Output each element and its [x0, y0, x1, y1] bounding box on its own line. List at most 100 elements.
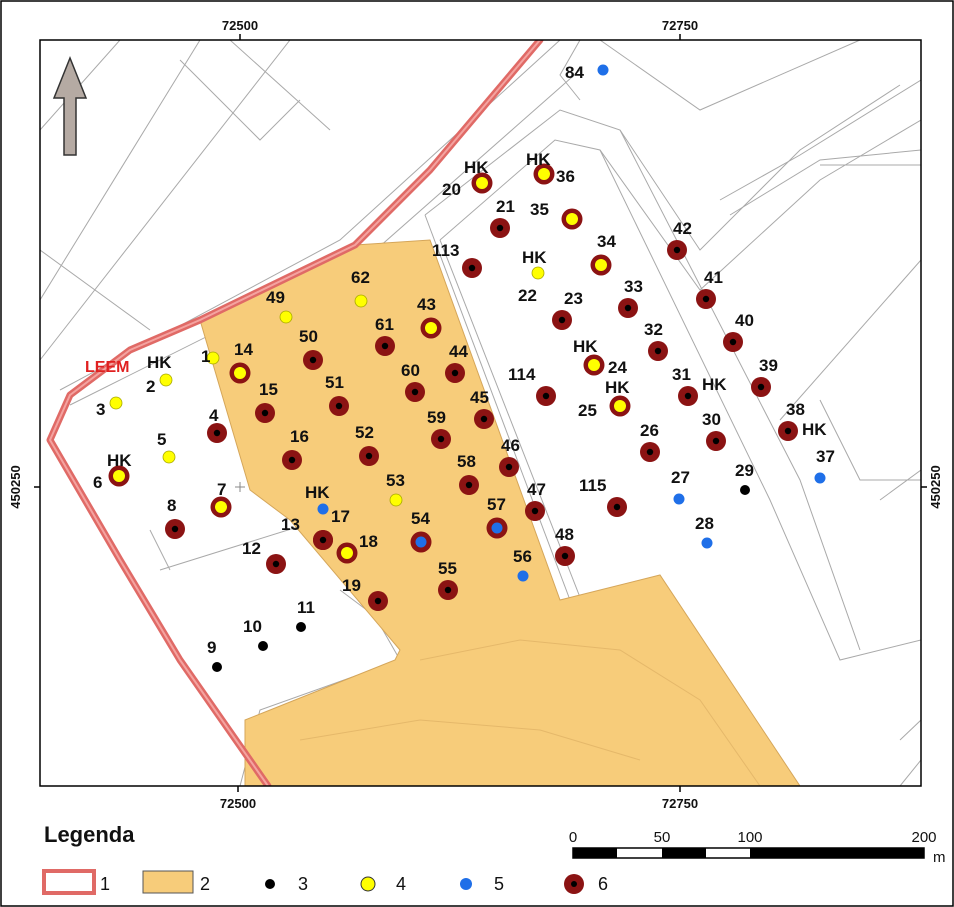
hk-label: HK	[107, 451, 132, 470]
well-label: 2	[146, 377, 155, 396]
well-point-blue	[597, 64, 609, 76]
hk-label: HK	[802, 420, 827, 439]
well-point-yellow-core	[476, 177, 488, 189]
legend-symbol-2	[142, 870, 194, 894]
well-label: 39	[759, 356, 778, 375]
well-label: 40	[735, 311, 754, 330]
well-point-core	[505, 463, 513, 471]
well-label: 32	[644, 320, 663, 339]
well-label: 44	[449, 342, 468, 361]
well-point-core	[319, 536, 327, 544]
well-point-yellow-core	[234, 367, 246, 379]
well-label: 20	[442, 180, 461, 199]
well-label: 1	[201, 347, 210, 366]
legend-label-1: 1	[100, 874, 110, 894]
well-point-core	[712, 437, 720, 445]
well-point-core	[757, 383, 765, 391]
scale-tick-50: 50	[654, 829, 671, 846]
well-point-yellow	[109, 396, 123, 410]
well-point-blue	[317, 503, 329, 515]
well-label: 12	[242, 539, 261, 558]
well-label: 47	[527, 480, 546, 499]
well-point-blue	[701, 537, 713, 549]
coord-left: 450250	[8, 465, 23, 508]
well-point-core	[451, 369, 459, 377]
well-label: 16	[290, 427, 309, 446]
well-label: 50	[299, 327, 318, 346]
well-point-core	[468, 264, 476, 272]
hk-label: HK	[305, 483, 330, 502]
well-label: 46	[501, 436, 520, 455]
well-label: 21	[496, 197, 515, 216]
well-point-core	[335, 402, 343, 410]
well-label: 57	[487, 495, 506, 514]
well-point-core	[496, 224, 504, 232]
well-label: 56	[513, 547, 532, 566]
well-label: 52	[355, 423, 374, 442]
well-label: 38	[786, 400, 805, 419]
well-label: 13	[281, 515, 300, 534]
well-label: 23	[564, 289, 583, 308]
hk-label: HK	[573, 337, 598, 356]
well-point-core	[213, 429, 221, 437]
well-point-core	[288, 456, 296, 464]
well-point-yellow-core	[538, 168, 550, 180]
well-point-blue	[814, 472, 826, 484]
hk-labels: LEEM HK HK HK HK HK HK HK HK HK HK	[85, 150, 827, 502]
legend-label-3: 3	[298, 874, 308, 894]
hk-label: HK	[605, 378, 630, 397]
well-label: 53	[386, 471, 405, 490]
well-point-core	[784, 427, 792, 435]
well-point-blue-core	[415, 536, 427, 548]
well-point-core	[654, 347, 662, 355]
well-point-core	[558, 316, 566, 324]
coord-bottom-1: 72500	[220, 796, 256, 811]
well-point-core	[261, 409, 269, 417]
well-point-core	[531, 507, 539, 515]
well-label: 59	[427, 408, 446, 427]
well-label: 41	[704, 268, 723, 287]
well-point-core	[411, 388, 419, 396]
well-point-yellow-core	[215, 501, 227, 513]
well-label: 25	[578, 401, 597, 420]
well-point-core	[624, 304, 632, 312]
hk-label: HK	[464, 158, 489, 177]
well-point-yellow-core	[588, 359, 600, 371]
well-point-yellow-core	[425, 322, 437, 334]
legend-symbol-3	[265, 879, 275, 889]
well-label: 17	[331, 507, 350, 526]
well-label: 43	[417, 295, 436, 314]
hk-label: HK	[702, 375, 727, 394]
well-label: 4	[209, 406, 219, 425]
well-point-core	[542, 392, 550, 400]
coord-top-1: 72500	[222, 18, 258, 33]
hk-label: HK	[147, 353, 172, 372]
well-label: 3	[96, 400, 105, 419]
leem-label: LEEM	[85, 359, 129, 376]
well-label: 27	[671, 468, 690, 487]
well-label: 61	[375, 315, 394, 334]
legend-label-5: 5	[494, 874, 504, 894]
well-point-yellow	[354, 294, 368, 308]
well-label: 10	[243, 617, 262, 636]
scale-tick-0: 0	[569, 829, 577, 846]
well-label: 48	[555, 525, 574, 544]
well-point-core	[374, 597, 382, 605]
legend-symbol-6-core	[571, 881, 577, 887]
grid-crosshair	[235, 482, 245, 492]
well-label: 9	[207, 638, 216, 657]
well-point-core	[729, 338, 737, 346]
well-point-yellow-core	[113, 470, 125, 482]
well-point-core	[480, 415, 488, 423]
well-label: 5	[157, 430, 166, 449]
well-label: 35	[530, 200, 549, 219]
well-label: 55	[438, 559, 457, 578]
well-label: 58	[457, 452, 476, 471]
well-point-core	[613, 503, 621, 511]
well-point-yellow-core	[595, 259, 607, 271]
well-label: 115	[579, 476, 606, 495]
